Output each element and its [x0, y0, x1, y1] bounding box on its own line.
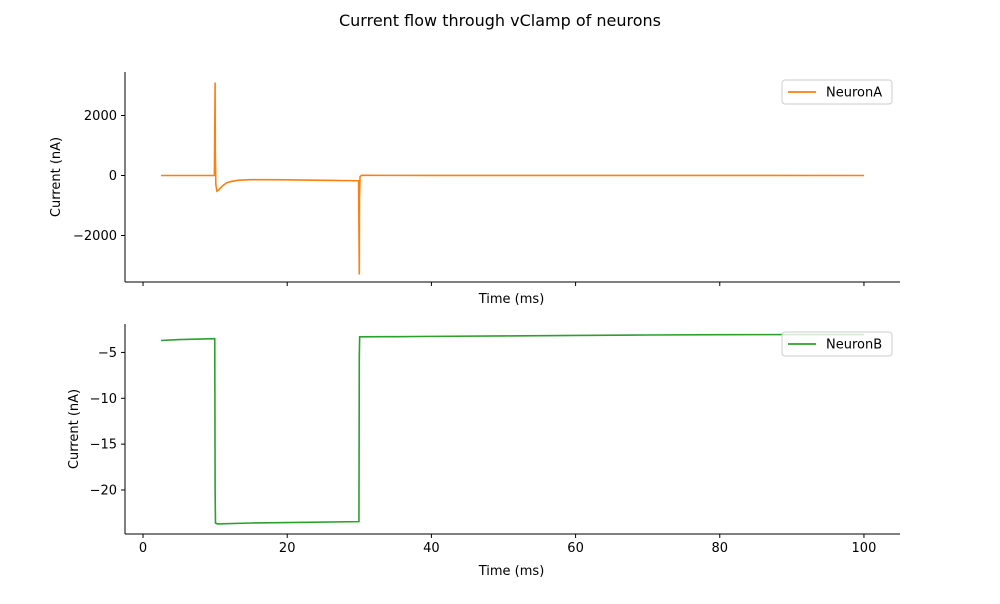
y-tick-label: −5: [98, 346, 117, 361]
y-tick-label: 0: [109, 169, 117, 184]
series-line-neurona: [161, 82, 864, 275]
legend-label: NeuronA: [826, 86, 882, 101]
x-axis-label: Time (ms): [478, 564, 545, 579]
x-axis-label: Time (ms): [478, 292, 545, 307]
figure-title: Current flow through vClamp of neurons: [339, 11, 661, 30]
y-tick-label: −20: [90, 483, 117, 498]
y-tick-label: −10: [90, 392, 117, 407]
y-tick-label: 2000: [84, 109, 117, 124]
y-tick-label: −2000: [73, 229, 117, 244]
legend-frame: [781, 331, 893, 357]
x-tick-label: 60: [567, 541, 584, 556]
x-tick-label: 20: [279, 541, 296, 556]
x-tick-label: 0: [139, 541, 147, 556]
y-axis-label: Current (nA): [67, 389, 82, 469]
y-axis-label: Current (nA): [49, 137, 64, 217]
x-tick-label: 80: [711, 541, 728, 556]
subplot-bottom: 0 20 40 60 80 100 −20 −15 −10 −5 Time (ms) Current …: [67, 324, 900, 579]
x-tick-label: 100: [852, 541, 877, 556]
legend-label: NeuronB: [826, 338, 882, 353]
legend: NeuronA: [781, 79, 893, 105]
series-line-neuronb: [161, 333, 864, 525]
y-tick-label: −15: [90, 438, 117, 453]
x-tick-label: 40: [423, 541, 440, 556]
legend-frame: [781, 79, 893, 105]
legend: NeuronB: [781, 331, 893, 357]
subplot-top: −2000 0 2000 Time (ms) Current (nA) NeuronA: [49, 72, 900, 307]
